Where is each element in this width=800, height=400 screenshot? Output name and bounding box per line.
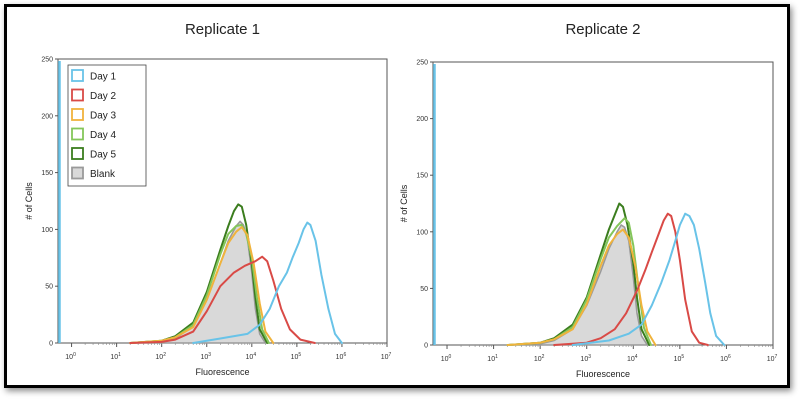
series-blank-area — [506, 224, 649, 346]
y-tick-label: 0 — [49, 341, 53, 348]
series-day-3-line — [506, 228, 657, 346]
x-tick-label: 103 — [200, 352, 211, 361]
x-tick-label: 106 — [336, 352, 347, 361]
x-axis-label: Fluorescence — [195, 367, 249, 377]
legend-swatch-day-4 — [71, 127, 84, 141]
chart-title: Replicate 2 — [565, 21, 640, 38]
y-tick-label: 250 — [41, 57, 53, 64]
legend: Day 1 Day 2 Day 3 Day 4 Day 5 Blank — [67, 64, 147, 187]
x-tick-label: 102 — [155, 352, 166, 361]
panel-2: Replicate 2 0 50 100 150 200 250 # of Cells 100 1… — [399, 21, 778, 379]
series-day-3-line — [129, 226, 275, 344]
legend-label-day-3: Day 3 — [90, 111, 117, 122]
series-day-1-line — [192, 221, 343, 344]
y-axis-label: # of Cells — [399, 184, 409, 222]
legend-swatch-day-2 — [71, 88, 84, 102]
x-tick-label: 101 — [110, 352, 121, 361]
legend-label-day-4: Day 4 — [90, 130, 117, 141]
legend-swatch-day-3 — [71, 108, 84, 121]
x-tick-label: 105 — [291, 352, 302, 361]
legend-swatch-day-1 — [71, 69, 84, 82]
legend-swatch-blank — [71, 166, 84, 180]
legend-label-day-1: Day 1 — [90, 72, 117, 83]
chart-title: Replicate 1 — [185, 21, 260, 38]
y-tick-label: 50 — [420, 286, 428, 293]
legend-label-day-2: Day 2 — [90, 91, 117, 102]
x-axis-label: Fluorescence — [576, 369, 630, 379]
y-tick-label: 200 — [416, 116, 428, 123]
series-day-2-line — [129, 255, 316, 344]
series-day-1-line — [571, 212, 726, 346]
legend-label-blank: Blank — [90, 169, 116, 180]
panel-1: Replicate 1 0 50 100 150 200 250 # of Cells 100 1… — [24, 21, 392, 377]
y-tick-label: 200 — [41, 113, 53, 120]
y-axis-label: # of Cells — [24, 182, 34, 220]
y-tick-label: 100 — [416, 229, 428, 236]
series-day-5-line — [129, 203, 269, 344]
x-tick-label: 100 — [65, 352, 76, 361]
x-tick-label: 101 — [487, 354, 498, 363]
y-tick-label: 250 — [416, 60, 428, 67]
figure-frame: Replicate 1 0 50 100 150 200 250 # of Cells 100 1… — [4, 4, 790, 388]
x-tick-label: 102 — [534, 354, 545, 363]
y-tick-label: 150 — [41, 170, 53, 177]
x-tick-label: 103 — [580, 354, 591, 363]
series-day-2-line — [553, 212, 709, 346]
x-tick-label: 104 — [246, 352, 257, 361]
legend-label-day-5: Day 5 — [90, 150, 117, 161]
x-tick-label: 107 — [767, 354, 778, 363]
series-day-5-line — [506, 202, 651, 346]
y-tick-label: 150 — [416, 173, 428, 180]
x-tick-label: 104 — [627, 354, 638, 363]
x-tick-label: 105 — [674, 354, 685, 363]
y-tick-label: 100 — [41, 227, 53, 234]
y-tick-label: 50 — [45, 284, 53, 291]
legend-swatch-day-5 — [71, 147, 84, 160]
legend-box — [67, 64, 147, 187]
x-tick-label: 107 — [381, 352, 392, 361]
x-tick-label: 100 — [441, 354, 452, 363]
y-tick-label: 0 — [424, 343, 428, 350]
x-tick-label: 106 — [720, 354, 731, 363]
figure-canvas: Replicate 1 0 50 100 150 200 250 # of Cells 100 1… — [24, 21, 778, 379]
